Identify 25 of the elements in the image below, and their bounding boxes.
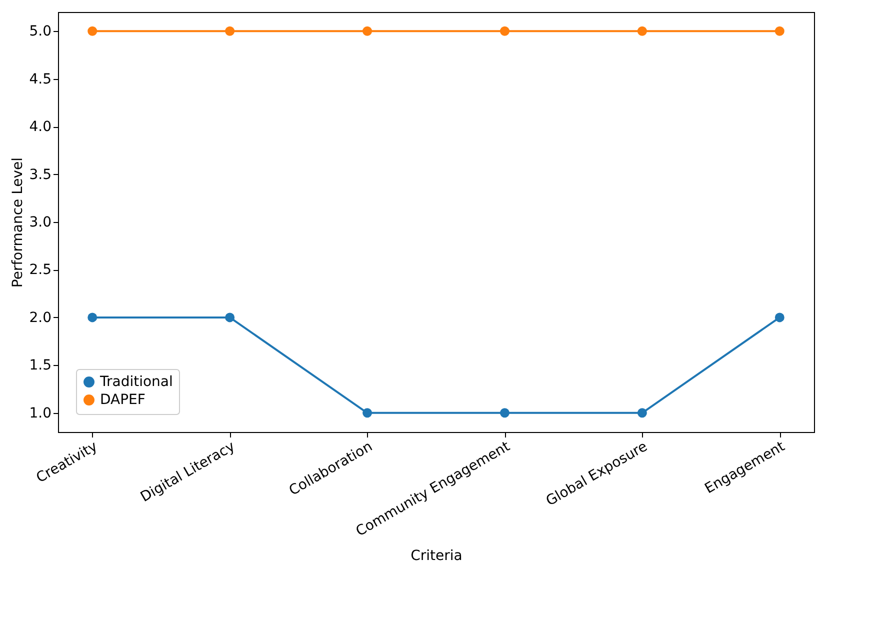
y-tick-label: 1.0 [29,405,52,422]
point [225,312,235,322]
point [500,26,510,36]
y-axis-title: Performance Level [10,157,26,288]
point [500,408,510,418]
point [637,408,647,418]
x-axis-title: Criteria [410,548,462,564]
y-tick-label: 4.0 [29,119,52,136]
legend-label: Traditional [99,374,173,390]
y-tick-label: 3.0 [29,214,52,230]
y-tick-label: 2.5 [29,262,52,278]
point [88,312,98,322]
point [774,26,784,36]
point [88,26,98,36]
y-tick-label: 3.5 [29,166,52,183]
point [362,408,372,418]
y-tick-label: 5.0 [29,24,52,40]
point [637,26,647,36]
legend-label: DAPEF [100,392,146,408]
y-tick-label: 1.5 [29,358,52,374]
point [362,26,372,36]
point [774,312,784,322]
y-tick-label: 2.0 [29,310,52,326]
point [225,26,235,36]
y-tick-label: 4.5 [29,71,52,88]
